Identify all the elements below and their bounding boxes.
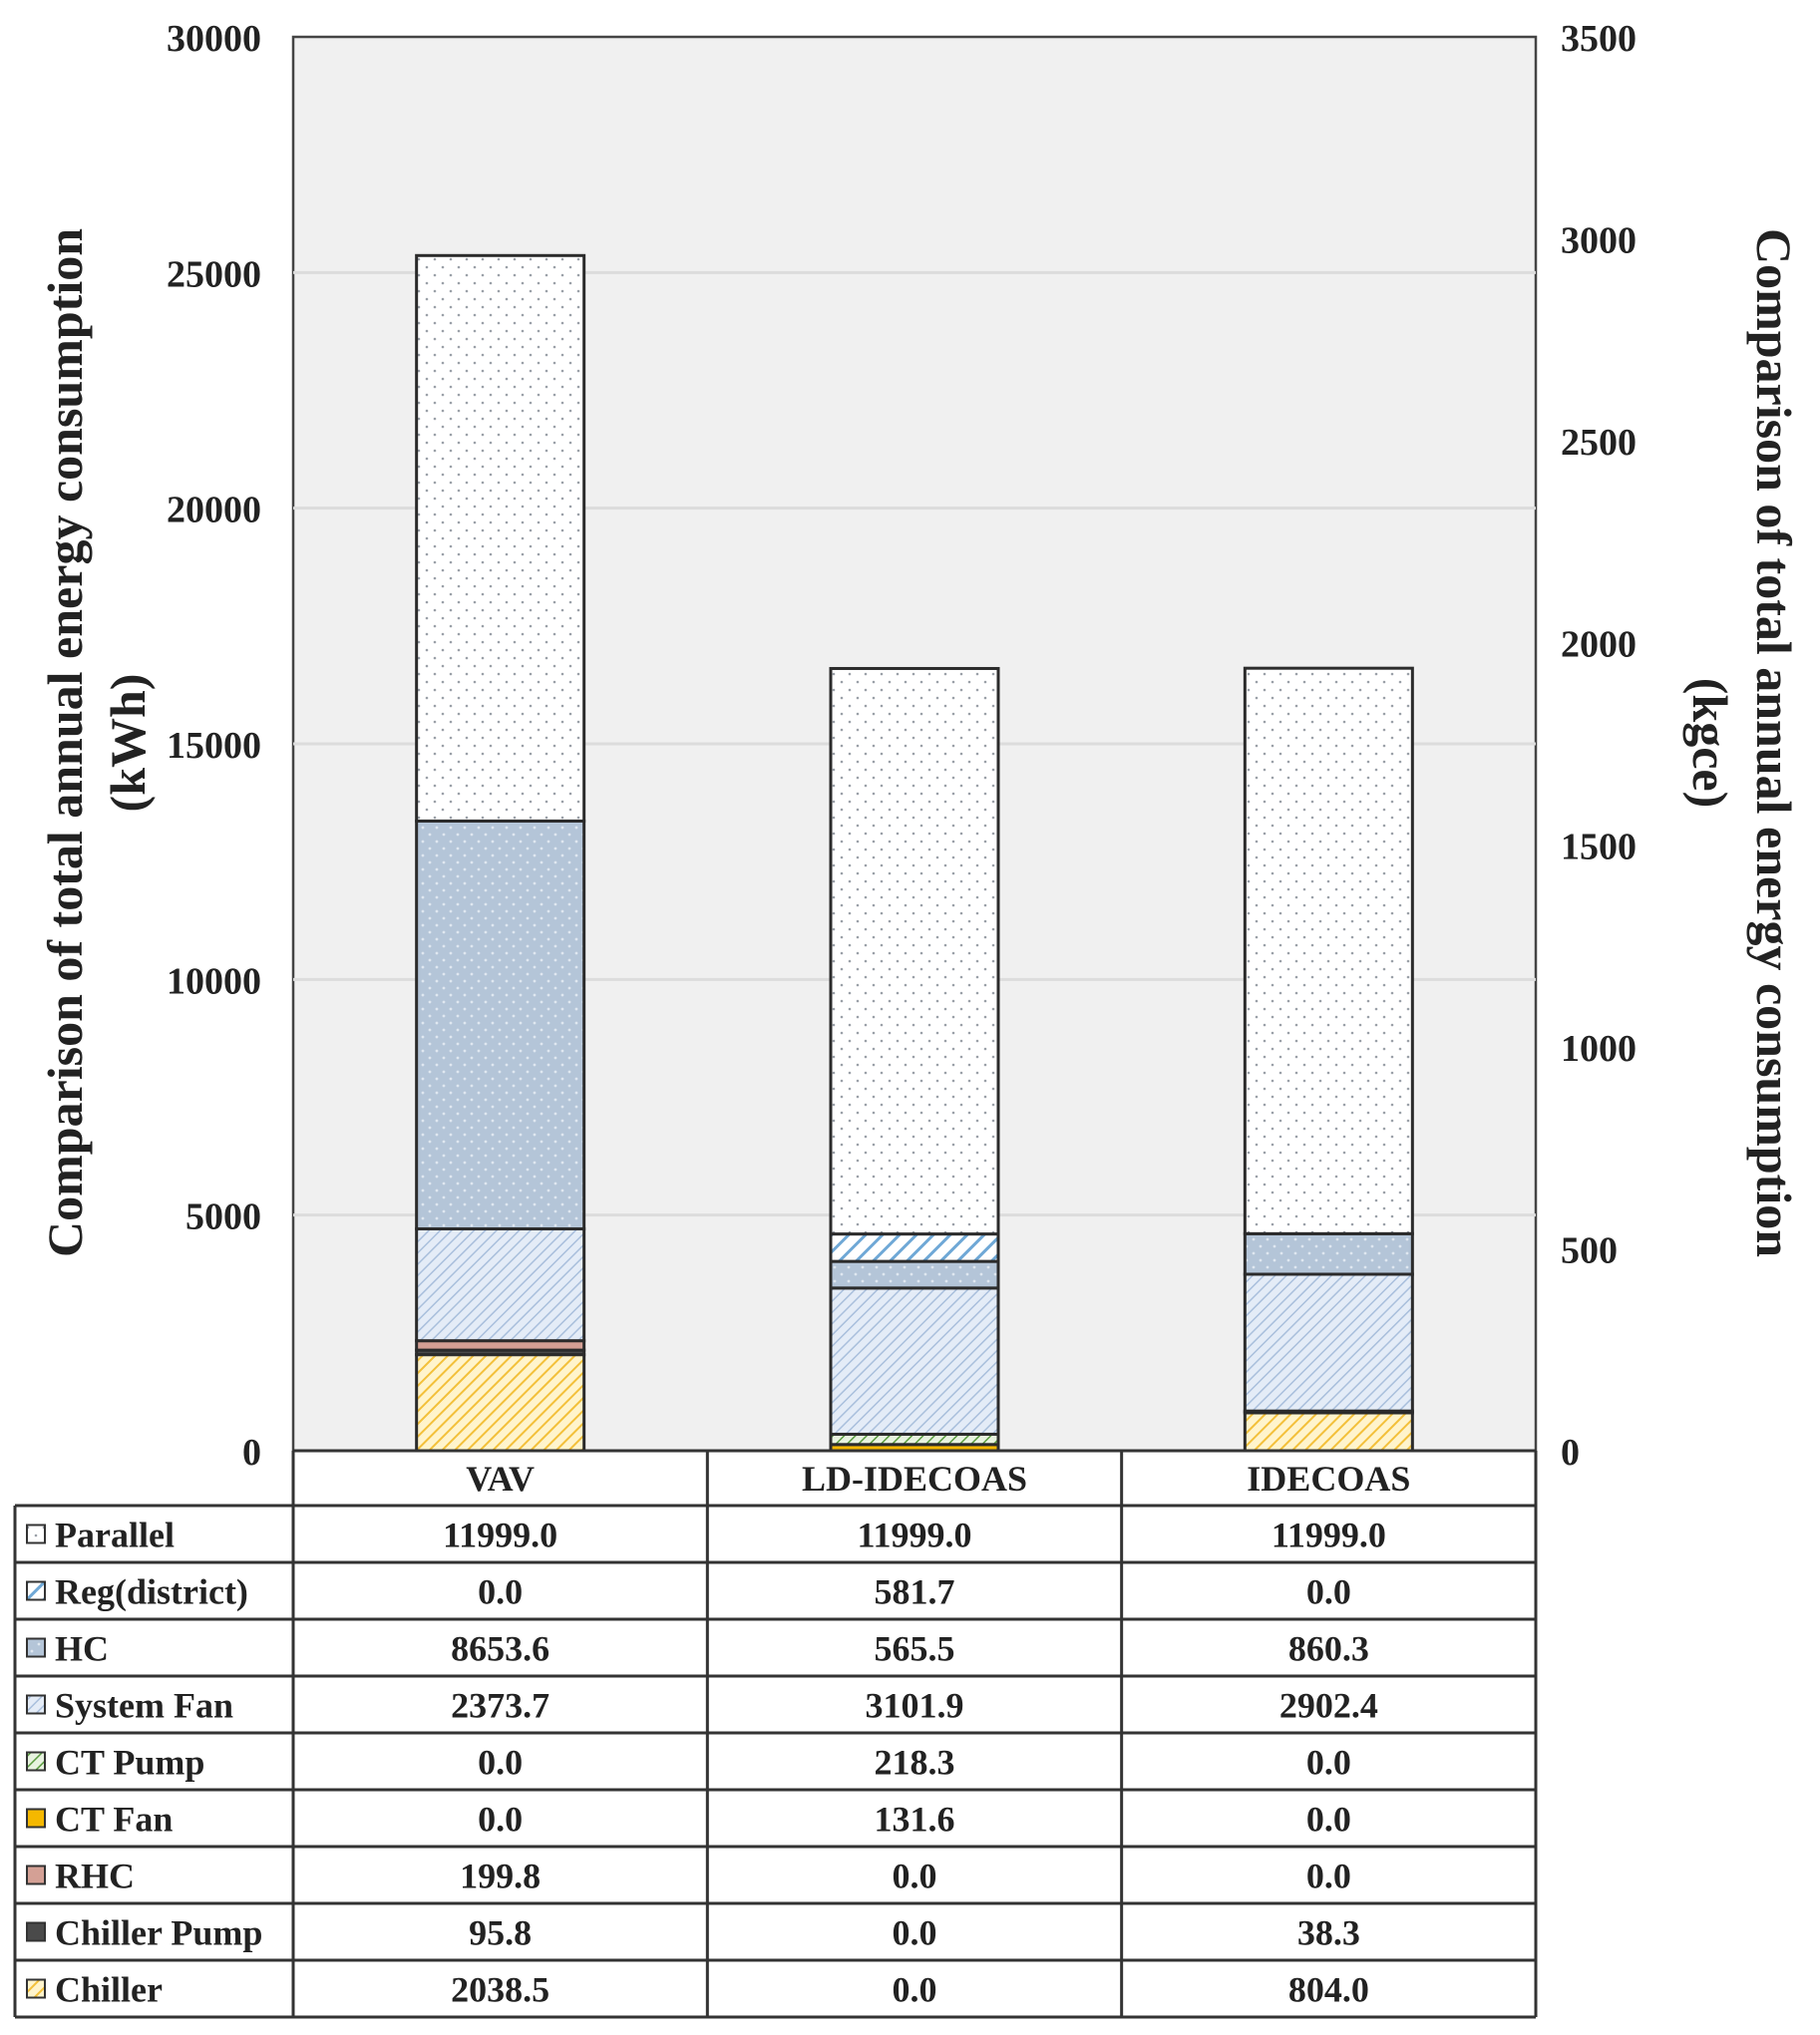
- left-axis-title: Comparison of total annual energy consum…: [37, 228, 93, 1257]
- category-label: VAV: [466, 1459, 535, 1499]
- bar-segment-system-fan-idecoas: [1243, 1272, 1414, 1413]
- data-label: 0.0: [478, 1800, 523, 1840]
- data-label: 2373.7: [451, 1686, 549, 1726]
- category-label: LD-IDECOAS: [802, 1459, 1027, 1499]
- legend-swatch-ct-fan: [26, 1808, 46, 1829]
- bar-segment-hc-vav: [415, 819, 586, 1230]
- right-tick-label: 1000: [1561, 1028, 1637, 1070]
- right-tick-label: 500: [1561, 1229, 1618, 1271]
- data-label: 95.8: [469, 1913, 532, 1953]
- legend-swatch-ct-pump: [26, 1751, 46, 1772]
- data-label: 131.6: [875, 1800, 955, 1840]
- bar-segment-hc-idecoas: [1243, 1231, 1414, 1276]
- right-axis-title: Comparison of total annual energy consum…: [1746, 228, 1802, 1257]
- legend-swatch-parallel: [26, 1524, 46, 1544]
- data-label: 11999.0: [1272, 1516, 1386, 1555]
- data-label: 0.0: [1306, 1572, 1351, 1612]
- data-label: 860.3: [1288, 1629, 1369, 1669]
- data-label: 38.3: [1297, 1913, 1360, 1953]
- left-tick-label: 30000: [167, 18, 261, 60]
- right-axis-ticks: 0 500 1000 1500 2000 2500 3000 3500: [1561, 18, 1637, 1474]
- stacked-bars: [415, 253, 1414, 1453]
- right-axis-unit: (kgce): [1682, 678, 1738, 809]
- legend-label-ct-pump: CT Pump: [55, 1743, 204, 1783]
- left-tick-label: 15000: [167, 725, 261, 767]
- legend-swatch-reg-district-: [26, 1580, 46, 1601]
- data-label: 565.5: [875, 1629, 955, 1669]
- legend-label-ct-fan: CT Fan: [55, 1800, 173, 1840]
- data-label: 11999.0: [857, 1516, 971, 1555]
- left-tick-label: 10000: [167, 960, 261, 1002]
- data-label: 218.3: [875, 1743, 955, 1783]
- data-label: 11999.0: [443, 1516, 557, 1555]
- bar-segment-chiller-idecoas: [1243, 1411, 1414, 1453]
- right-tick-label: 0: [1561, 1432, 1580, 1474]
- bar-segment-hc-ld-idecoas: [829, 1259, 1000, 1290]
- legend-swatch-chiller: [26, 1978, 46, 1999]
- bar-segment-parallel-idecoas: [1243, 666, 1414, 1235]
- category-label: IDECOAS: [1247, 1459, 1410, 1499]
- bar-segment-parallel-ld-idecoas: [829, 666, 1000, 1236]
- left-axis-ticks: 0 5000 10000 15000 20000 25000 30000: [167, 18, 261, 1474]
- right-tick-label: 1500: [1561, 826, 1637, 867]
- data-label: 0.0: [1306, 1743, 1351, 1783]
- right-tick-label: 2500: [1561, 422, 1637, 464]
- bar-segment-reg-district--ld-idecoas: [829, 1232, 1000, 1263]
- legend-swatch-hc: [26, 1637, 46, 1658]
- left-tick-label: 25000: [167, 253, 261, 295]
- legend-swatch-chiller-pump: [26, 1921, 46, 1942]
- right-tick-label: 3500: [1561, 18, 1637, 60]
- left-tick-label: 5000: [185, 1196, 261, 1238]
- data-label: 581.7: [875, 1572, 955, 1612]
- data-label: 2902.4: [1279, 1686, 1378, 1726]
- bar-segment-parallel-vav: [415, 253, 586, 823]
- data-label: 8653.6: [451, 1629, 549, 1669]
- data-label: 0.0: [478, 1743, 523, 1783]
- legend-label-chiller: Chiller: [55, 1970, 163, 2010]
- data-table: VAV LD-IDECOAS IDECOAS Parallel 11999.0 11999…: [13, 1449, 1538, 2019]
- right-tick-label: 3000: [1561, 220, 1637, 262]
- left-tick-label: 20000: [167, 490, 261, 531]
- data-label: 0.0: [893, 1913, 937, 1953]
- legend-swatch-rhc: [26, 1865, 46, 1885]
- legend-swatch-system-fan: [26, 1694, 46, 1715]
- left-tick-label: 0: [242, 1432, 261, 1474]
- data-label: 0.0: [893, 1970, 937, 2010]
- data-label: 0.0: [478, 1572, 523, 1612]
- data-label: 0.0: [893, 1857, 937, 1896]
- legend-label-parallel: Parallel: [55, 1516, 175, 1555]
- data-label: 2038.5: [451, 1970, 549, 2010]
- bar-segment-chiller-vav: [415, 1353, 586, 1453]
- data-label: 804.0: [1288, 1970, 1369, 2010]
- legend-label-hc: HC: [55, 1629, 109, 1669]
- data-label: 199.8: [460, 1857, 541, 1896]
- data-label: 3101.9: [866, 1686, 964, 1726]
- legend-label-chiller-pump: Chiller Pump: [55, 1913, 262, 1953]
- right-tick-label: 2000: [1561, 624, 1637, 666]
- data-label: 0.0: [1306, 1800, 1351, 1840]
- data-label: 0.0: [1306, 1857, 1351, 1896]
- legend-label-system-fan: System Fan: [55, 1686, 233, 1726]
- bar-segment-ct-pump-ld-idecoas: [829, 1432, 1000, 1447]
- legend-label-rhc: RHC: [55, 1857, 135, 1896]
- legend-label-reg-district-: Reg(district): [55, 1572, 248, 1612]
- left-axis-unit: (kWh): [100, 674, 156, 813]
- bar-segment-system-fan-vav: [415, 1226, 586, 1343]
- bar-segment-system-fan-ld-idecoas: [829, 1286, 1000, 1436]
